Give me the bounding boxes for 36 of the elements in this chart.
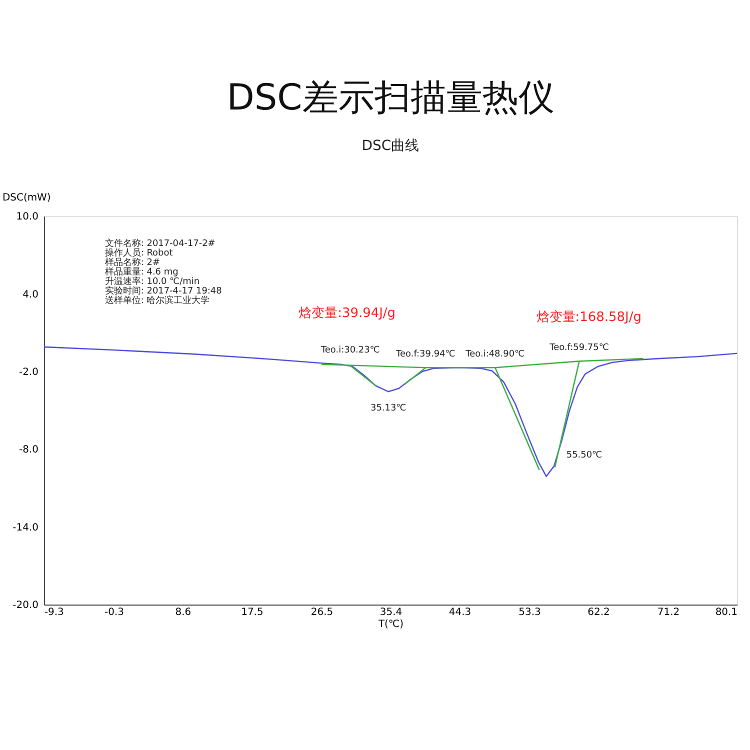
annotation: Teo.i:30.23℃ xyxy=(320,346,380,356)
annotation: Teo.f:59.75℃ xyxy=(548,343,609,354)
x-tick-label: 26.5 xyxy=(310,607,334,618)
x-tick-label: 44.3 xyxy=(448,607,472,618)
annotation: 焓变量:39.94J/g xyxy=(298,306,396,321)
annotation: 送样单位: 哈尔滨工业大学 xyxy=(104,295,210,306)
x-tick-label: 62.2 xyxy=(588,607,610,618)
y-tick-label: -14.0 xyxy=(12,522,38,534)
y-tick-label: 10.0 xyxy=(16,212,38,223)
annotation: 焓变量:168.58J/g xyxy=(536,310,642,325)
x-tick-label: 17.5 xyxy=(241,607,264,618)
y-tick-label: 4.0 xyxy=(22,289,38,300)
annotation: 样品重量: 4.6 mg xyxy=(104,266,178,278)
x-tick-label: 8.6 xyxy=(175,607,192,618)
x-tick-label: 35.4 xyxy=(380,607,402,618)
x-axis-title: T(℃) xyxy=(377,619,404,630)
x-tick-label: -9.3 xyxy=(44,607,64,618)
x-tick-label: -0.3 xyxy=(104,607,124,618)
y-tick-label: -8.0 xyxy=(18,444,38,456)
annotation: 升温速率: 10.0 ℃/min xyxy=(104,276,200,288)
y-tick-label: -20.0 xyxy=(12,600,38,612)
annotation: 操作人员: Robot xyxy=(104,248,174,259)
chart-title: DSC差示扫描量热仪 xyxy=(226,77,554,118)
annotation: Teo.i:48.90℃ xyxy=(464,350,525,360)
annotation: 35.13℃ xyxy=(370,404,406,414)
x-tick-label: 80.1 xyxy=(715,607,738,618)
y-axis-title: DSC(mW) xyxy=(2,192,51,204)
x-tick-label: 53.3 xyxy=(518,607,541,618)
y-tick-label: -2.0 xyxy=(18,367,38,378)
annotation: 55.50℃ xyxy=(566,450,602,460)
annotation: 样品名称: 2# xyxy=(104,257,160,268)
annotation: 实验时间: 2017-4-17 19:48 xyxy=(104,286,222,297)
chart-subtitle: DSC曲线 xyxy=(362,138,420,154)
annotation: 文件名称: 2017-04-17-2# xyxy=(104,238,216,250)
annotation: Teo.f:39.94℃ xyxy=(395,350,456,360)
x-tick-label: 71.2 xyxy=(657,607,680,618)
